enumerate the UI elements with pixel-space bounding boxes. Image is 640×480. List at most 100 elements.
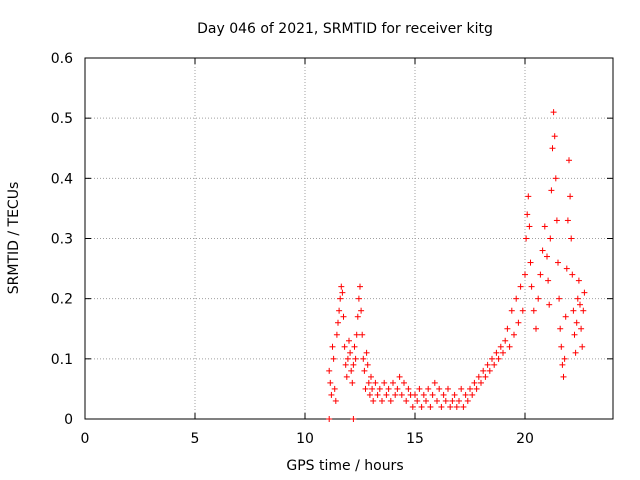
data-point bbox=[434, 397, 440, 404]
data-point bbox=[350, 361, 357, 368]
data-point bbox=[541, 223, 548, 230]
data-point bbox=[546, 301, 553, 308]
data-point bbox=[352, 355, 359, 362]
data-point bbox=[429, 391, 436, 398]
data-point bbox=[427, 403, 434, 410]
y-tick-label: 0.1 bbox=[51, 352, 73, 368]
data-point bbox=[420, 391, 427, 398]
data-point bbox=[515, 319, 522, 326]
data-point bbox=[442, 397, 449, 404]
data-point bbox=[506, 343, 513, 350]
y-tick-label: 0.6 bbox=[51, 51, 73, 67]
data-point bbox=[332, 397, 339, 404]
data-point bbox=[337, 295, 344, 302]
data-point bbox=[396, 373, 403, 380]
data-point bbox=[440, 391, 447, 398]
data-point bbox=[504, 325, 511, 332]
data-point bbox=[351, 343, 358, 350]
data-point bbox=[577, 301, 583, 308]
data-point bbox=[431, 379, 438, 386]
data-point bbox=[475, 373, 482, 380]
data-point bbox=[416, 385, 423, 392]
y-tick-label: 0.5 bbox=[51, 111, 73, 127]
data-point bbox=[458, 385, 465, 392]
data-point bbox=[473, 385, 480, 392]
data-point bbox=[574, 295, 581, 302]
data-point bbox=[519, 307, 526, 314]
data-point bbox=[539, 247, 546, 254]
data-point bbox=[353, 331, 360, 338]
y-tick-label: 0.3 bbox=[51, 232, 73, 248]
data-point bbox=[357, 283, 363, 290]
data-point bbox=[445, 385, 451, 392]
data-point bbox=[527, 259, 534, 266]
data-point bbox=[535, 295, 542, 302]
data-point bbox=[383, 391, 390, 398]
data-point bbox=[331, 385, 338, 392]
data-point bbox=[326, 367, 333, 374]
data-point bbox=[340, 313, 347, 320]
data-point bbox=[495, 355, 502, 362]
data-point bbox=[390, 379, 396, 386]
data-point bbox=[425, 385, 432, 392]
data-point bbox=[359, 331, 366, 338]
x-tick-label: 10 bbox=[296, 431, 314, 447]
data-point bbox=[572, 349, 579, 356]
data-point bbox=[486, 367, 493, 374]
data-point bbox=[578, 325, 585, 332]
data-point bbox=[355, 295, 362, 302]
data-point bbox=[328, 391, 335, 398]
data-point bbox=[398, 391, 405, 398]
data-point bbox=[557, 325, 564, 332]
x-tick-label: 5 bbox=[191, 431, 200, 447]
data-point bbox=[362, 385, 369, 392]
data-point bbox=[484, 361, 491, 368]
data-point bbox=[537, 271, 544, 278]
data-point bbox=[544, 253, 550, 260]
data-point bbox=[348, 367, 355, 374]
data-point bbox=[346, 337, 352, 344]
x-tick-label: 20 bbox=[516, 431, 534, 447]
data-point bbox=[522, 271, 528, 278]
data-point bbox=[528, 283, 535, 290]
data-point bbox=[489, 355, 495, 362]
y-tick-label: 0.2 bbox=[51, 292, 73, 308]
data-point bbox=[409, 403, 416, 410]
data-point bbox=[436, 385, 443, 392]
data-point bbox=[568, 235, 575, 242]
data-point bbox=[517, 283, 524, 290]
data-point bbox=[338, 283, 345, 290]
data-point bbox=[363, 349, 370, 356]
data-point bbox=[547, 235, 554, 242]
chart-title: Day 046 of 2021, SRMTID for receiver kit… bbox=[197, 21, 493, 37]
data-point bbox=[552, 175, 559, 182]
data-point bbox=[438, 403, 445, 410]
data-point bbox=[478, 379, 484, 386]
data-point bbox=[500, 349, 506, 356]
data-point bbox=[366, 391, 373, 398]
data-point bbox=[339, 289, 346, 296]
data-point bbox=[451, 391, 458, 398]
data-point bbox=[365, 379, 372, 386]
data-point bbox=[447, 403, 454, 410]
data-point bbox=[379, 397, 385, 404]
data-point bbox=[349, 379, 356, 386]
data-point bbox=[394, 385, 401, 392]
data-point bbox=[560, 373, 567, 380]
data-point bbox=[579, 343, 586, 350]
data-point bbox=[551, 133, 558, 140]
data-point bbox=[550, 109, 557, 116]
data-point bbox=[392, 391, 399, 398]
data-point bbox=[493, 349, 500, 356]
data-point bbox=[559, 361, 566, 368]
data-point bbox=[423, 397, 429, 404]
data-point bbox=[480, 367, 487, 374]
data-point bbox=[556, 295, 563, 302]
data-point bbox=[460, 403, 467, 410]
data-point bbox=[368, 373, 374, 380]
data-point bbox=[567, 193, 574, 200]
data-point bbox=[360, 355, 367, 362]
data-point bbox=[369, 385, 376, 392]
data-point bbox=[562, 313, 569, 320]
data-point bbox=[526, 223, 533, 230]
